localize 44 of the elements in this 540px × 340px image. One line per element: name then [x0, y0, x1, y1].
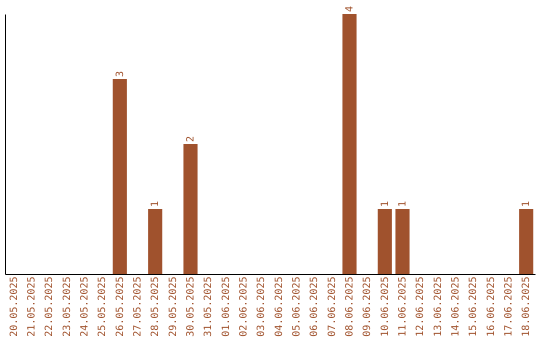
x-tick-label: 25.05.2025 [97, 276, 108, 337]
data-label: 3 [114, 70, 126, 77]
x-tick-label: 14.06.2025 [450, 276, 462, 337]
bar [112, 79, 127, 274]
x-tick-label: 26.05.2025 [114, 276, 126, 337]
x-tick-label: 23.05.2025 [62, 276, 73, 337]
bar [395, 209, 410, 274]
data-label: 4 [344, 6, 356, 12]
x-tick-label: 17.06.2025 [504, 276, 514, 337]
bar [342, 14, 357, 274]
x-tick-label: 31.05.2025 [203, 276, 214, 337]
x-tick-label: 13.06.2025 [432, 276, 444, 337]
x-tick-label: 12.06.2025 [415, 276, 426, 337]
x-tick-label: 22.05.2025 [44, 276, 56, 337]
data-label: 1 [150, 200, 162, 207]
x-tick-label: 27.05.2025 [132, 276, 144, 337]
x-tick-label: 24.05.2025 [80, 276, 90, 337]
x-tick-label: 04.06.2025 [274, 276, 285, 337]
x-tick-label: 18.06.2025 [521, 276, 532, 337]
x-tick-label: 08.06.2025 [344, 276, 356, 337]
x-tick-label: 16.06.2025 [486, 276, 497, 337]
bar [519, 209, 534, 274]
bar [183, 144, 198, 274]
x-tick-label: 20.05.2025 [8, 276, 20, 337]
x-tick-label: 28.05.2025 [150, 276, 162, 337]
x-tick-label: 15.06.2025 [468, 276, 480, 337]
x-tick-label: 30.05.2025 [186, 276, 196, 337]
data-label: 1 [398, 200, 408, 207]
x-tick-label: 09.06.2025 [362, 276, 374, 337]
data-label: 2 [186, 136, 196, 142]
x-tick-label: 07.06.2025 [326, 276, 338, 337]
x-tick-label: 11.06.2025 [398, 276, 408, 337]
data-label: 1 [521, 200, 532, 207]
x-tick-label: 01.06.2025 [220, 276, 232, 337]
x-tick-label: 10.06.2025 [380, 276, 391, 337]
x-tick-label: 21.05.2025 [26, 276, 38, 337]
x-tick-label: 05.06.2025 [292, 276, 302, 337]
x-tick-label: 06.06.2025 [309, 276, 320, 337]
bar [148, 209, 162, 274]
bar [378, 209, 392, 274]
x-tick-label: 29.05.2025 [168, 276, 179, 337]
x-tick-label: 03.06.2025 [256, 276, 268, 337]
data-label: 1 [380, 200, 391, 207]
x-tick-label: 02.06.2025 [238, 276, 250, 337]
